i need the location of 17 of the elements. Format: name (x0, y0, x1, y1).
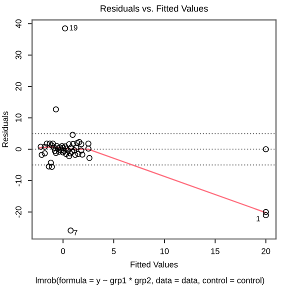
line-series (39, 146, 266, 214)
y-tick-label: 10 (16, 114, 22, 122)
x-axis-title: Fitted Values (130, 261, 178, 268)
y-tick-label: -20 (16, 206, 22, 218)
chart-title: Residuals vs. Fitted Values (100, 5, 208, 12)
x-tick-label: 10 (160, 248, 169, 254)
y-axis-title: Residuals (2, 111, 8, 148)
text: lmrob(formula = y ~ grp1 * grp2, data = data, control = control) (36, 277, 264, 285)
x-tick-label: 0 (61, 248, 66, 254)
y-tick-label: 0 (16, 147, 22, 152)
y-tick-label: 20 (16, 82, 22, 91)
x-tick-label: 15 (211, 248, 220, 254)
y-tick-label: 40 (16, 19, 22, 28)
y-tick-label: -10 (16, 174, 22, 186)
x-tick-label: 20 (262, 248, 270, 254)
x-tick-label: 5 (112, 248, 116, 254)
y-tick-label: 30 (16, 50, 22, 60)
